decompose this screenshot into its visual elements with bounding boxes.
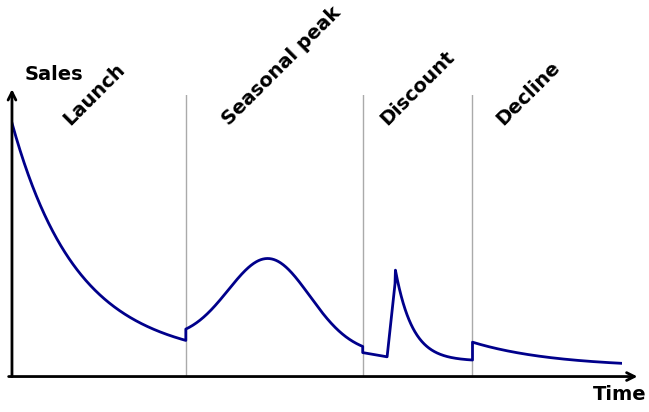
Text: Sales: Sales <box>24 65 83 84</box>
Text: Decline: Decline <box>493 58 564 129</box>
Text: Discount: Discount <box>376 47 458 129</box>
Text: Launch: Launch <box>60 59 129 129</box>
Text: Time: Time <box>593 385 646 404</box>
Text: Seasonal peak: Seasonal peak <box>218 3 344 129</box>
